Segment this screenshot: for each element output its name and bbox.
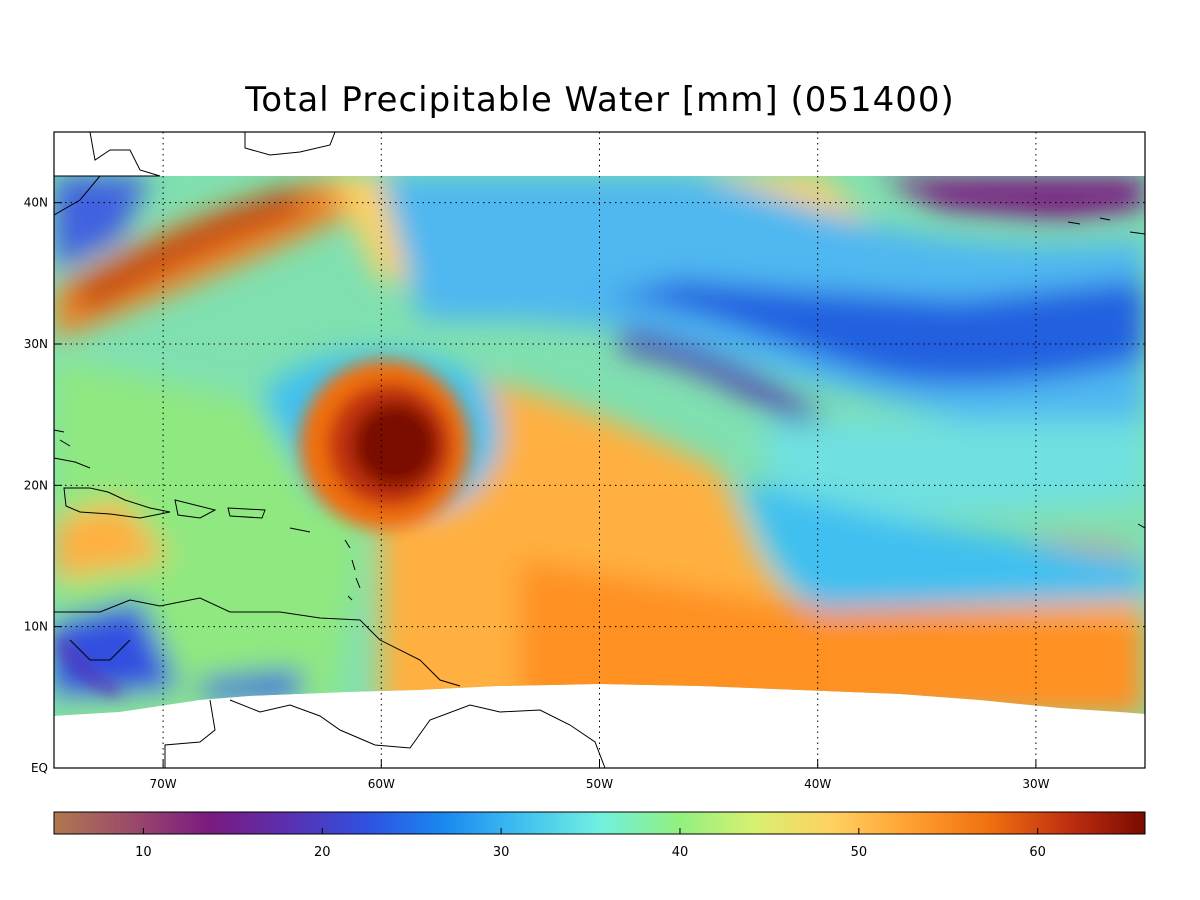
colorbar-tick-label: 20 <box>314 845 331 860</box>
colorbar-tick-label: 10 <box>135 845 152 860</box>
colorbar: 10 20 30 40 50 60 <box>53 811 1146 860</box>
lon-tick-label: 50W <box>586 777 613 791</box>
map-title: Total Precipitable Water [mm] (051400) <box>245 80 955 120</box>
longitude-axis: 70W 60W 50W 40W 30W <box>150 760 1050 791</box>
colorbar-ticks: 10 20 30 40 50 60 <box>135 828 1046 860</box>
lon-tick-label: 30W <box>1022 777 1049 791</box>
map-gridlines <box>54 132 1145 768</box>
lon-tick-label: 60W <box>368 777 395 791</box>
lat-tick-label: 10N <box>24 620 48 634</box>
colorbar-tick-label: 30 <box>493 845 510 860</box>
colorbar-tick-label: 50 <box>851 845 868 860</box>
lat-tick-label: EQ <box>31 761 48 775</box>
lon-tick-label: 70W <box>150 777 177 791</box>
latitude-axis: EQ 10N 20N 30N 40N <box>24 196 62 775</box>
coastlines <box>53 131 1146 769</box>
colorbar-tick-label: 40 <box>672 845 689 860</box>
lat-tick-label: 30N <box>24 337 48 351</box>
colorbar-tick-label: 60 <box>1029 845 1046 860</box>
lat-tick-label: 40N <box>24 196 48 210</box>
lat-tick-label: 20N <box>24 478 48 492</box>
lon-tick-label: 40W <box>804 777 831 791</box>
colorbar-gradient <box>53 811 1146 835</box>
